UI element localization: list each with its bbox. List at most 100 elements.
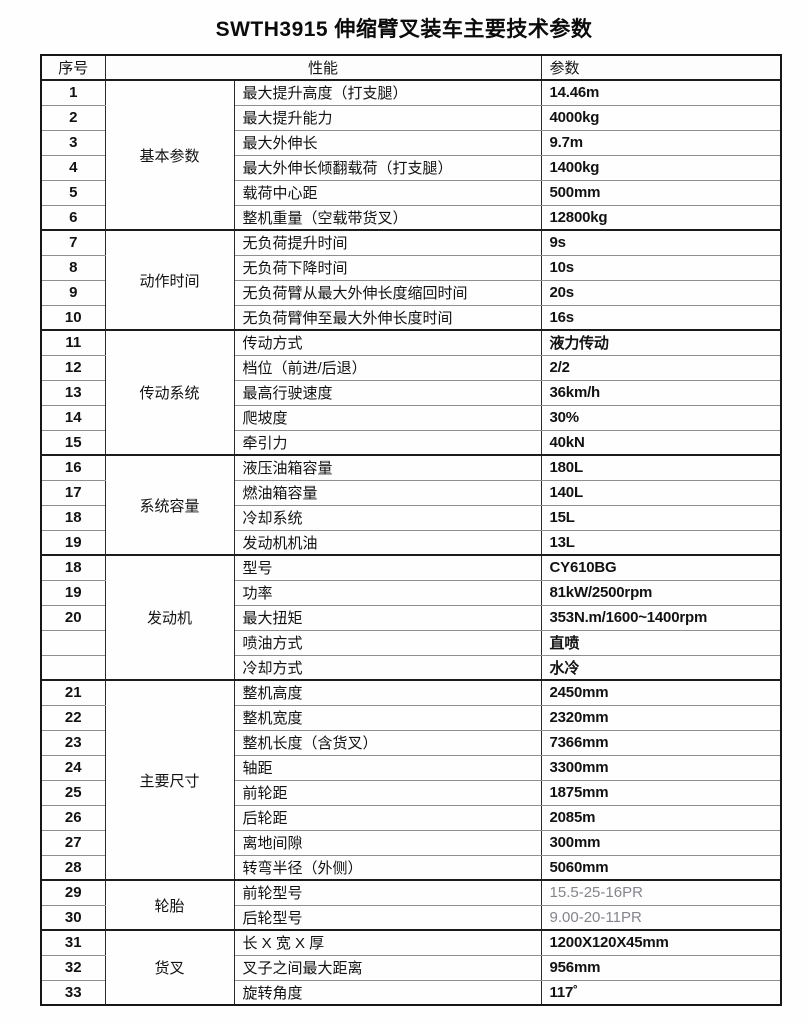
category-cell: 动作时间	[104, 229, 235, 331]
table-row: 32 叉子之间最大距离 956mm	[40, 954, 782, 981]
property-cell: 前轮距	[233, 779, 542, 806]
row-number-cell: 25	[40, 779, 106, 806]
row-number-cell: 14	[40, 404, 106, 431]
table-row: 23 整机长度（含货叉） 7366mm	[40, 729, 782, 756]
page-title: SWTH3915 伸缩臂叉装车主要技术参数	[215, 18, 593, 41]
value-cell: 16s	[540, 304, 782, 331]
row-number-cell: 11	[40, 329, 106, 356]
property-cell: 无负荷臂伸至最大外伸长度时间	[233, 304, 542, 331]
table-row: 6 整机重量（空载带货叉） 12800kg	[40, 204, 782, 231]
row-number-cell: 6	[40, 204, 106, 231]
property-cell: 无负荷提升时间	[233, 229, 542, 256]
table-row: 29 轮胎 前轮型号 15.5-25-16PR	[40, 879, 782, 931]
row-number-cell: 13	[40, 379, 106, 406]
row-number-cell: 1	[40, 79, 106, 106]
row-number-cell: 19	[40, 579, 106, 606]
row-number-cell: 18	[40, 554, 106, 581]
header-parameter: 参数	[540, 55, 782, 81]
property-cell: 型号	[233, 554, 542, 581]
value-cell: 2450mm	[540, 679, 782, 706]
category-cell: 传动系统	[104, 329, 235, 456]
table-row: 5 载荷中心距 500mm	[40, 179, 782, 206]
value-cell: 81kW/2500rpm	[540, 579, 782, 606]
value-cell: 353N.m/1600~1400rpm	[540, 604, 782, 631]
row-number-cell	[40, 654, 106, 681]
property-cell: 液压油箱容量	[233, 454, 542, 481]
property-cell: 冷却系统	[233, 504, 542, 531]
property-cell: 最大提升能力	[233, 104, 542, 131]
value-cell: 3300mm	[540, 754, 782, 781]
row-number-cell: 16	[40, 454, 106, 481]
category-cell: 轮胎	[104, 879, 235, 931]
value-cell: 2085m	[540, 804, 782, 831]
property-cell: 最大扭矩	[233, 604, 542, 631]
property-cell: 冷却方式	[233, 654, 542, 681]
property-cell: 最大提升高度（打支腿）	[233, 79, 542, 106]
row-number-cell: 8	[40, 254, 106, 281]
value-cell: 956mm	[540, 954, 782, 981]
table-row: 20 最大扭矩 353N.m/1600~1400rpm	[40, 604, 782, 631]
value-cell: 直喷	[540, 629, 782, 656]
property-cell: 档位（前进/后退）	[233, 354, 542, 381]
category-cell: 主要尺寸	[104, 679, 235, 881]
table-row: 3 最大外伸长 9.7m	[40, 129, 782, 156]
row-number-cell: 12	[40, 354, 106, 381]
row-number-cell: 26	[40, 804, 106, 831]
property-cell: 后轮距	[233, 804, 542, 831]
property-cell: 最大外伸长倾翻载荷（打支腿）	[233, 154, 542, 181]
value-cell: 117˚	[540, 979, 782, 1006]
table-row: 1 基本参数 最大提升高度（打支腿） 14.46m	[40, 79, 782, 231]
value-cell: 500mm	[540, 179, 782, 206]
category-cell: 基本参数	[104, 79, 235, 231]
value-cell: CY610BG	[540, 554, 782, 581]
spec-table-body: 1 基本参数 最大提升高度（打支腿） 14.46m 2 最大提升能力 4000kg 3 最大外伸…	[40, 79, 782, 1006]
table-row: 24 轴距 3300mm	[40, 754, 782, 781]
value-cell: 20s	[540, 279, 782, 306]
value-cell: 14.46m	[540, 79, 782, 106]
category-cell: 发动机	[104, 554, 235, 681]
property-cell: 前轮型号	[233, 879, 542, 906]
property-cell: 整机重量（空载带货叉）	[233, 204, 542, 231]
row-number-cell: 19	[40, 529, 106, 556]
row-number-cell: 2	[40, 104, 106, 131]
table-row: 26 后轮距 2085m	[40, 804, 782, 831]
row-number-cell: 5	[40, 179, 106, 206]
row-number-cell: 7	[40, 229, 106, 256]
property-cell: 功率	[233, 579, 542, 606]
row-number-cell: 4	[40, 154, 106, 181]
row-number-cell: 3	[40, 129, 106, 156]
table-row: 16 系统容量 液压油箱容量 180L	[40, 454, 782, 556]
table-row: 11 传动系统 传动方式 液力传动	[40, 329, 782, 456]
table-row: 19 发动机机油 13L	[40, 529, 782, 556]
property-cell: 无负荷臂从最大外伸长度缩回时间	[233, 279, 542, 306]
value-cell: 13L	[540, 529, 782, 556]
value-cell: 4000kg	[540, 104, 782, 131]
property-cell: 叉子之间最大距离	[233, 954, 542, 981]
row-number-cell: 20	[40, 604, 106, 631]
category-cell: 货叉	[104, 929, 235, 1006]
row-number-cell: 21	[40, 679, 106, 706]
value-cell: 液力传动	[540, 329, 782, 356]
row-number-cell: 15	[40, 429, 106, 456]
property-cell: 传动方式	[233, 329, 542, 356]
value-cell: 40kN	[540, 429, 782, 456]
value-cell: 2/2	[540, 354, 782, 381]
row-number-cell: 27	[40, 829, 106, 856]
table-row: 22 整机宽度 2320mm	[40, 704, 782, 731]
property-cell: 整机长度（含货叉）	[233, 729, 542, 756]
property-cell: 发动机机油	[233, 529, 542, 556]
value-cell: 2320mm	[540, 704, 782, 731]
table-row: 33 旋转角度 117˚	[40, 979, 782, 1006]
table-row: 27 离地间隙 300mm	[40, 829, 782, 856]
row-number-cell: 17	[40, 479, 106, 506]
value-cell: 180L	[540, 454, 782, 481]
value-cell: 36km/h	[540, 379, 782, 406]
value-cell: 140L	[540, 479, 782, 506]
value-cell: 9.00-20-11PR	[540, 904, 782, 931]
table-row: 25 前轮距 1875mm	[40, 779, 782, 806]
value-cell: 9.7m	[540, 129, 782, 156]
property-cell: 最高行驶速度	[233, 379, 542, 406]
property-cell: 整机高度	[233, 679, 542, 706]
value-cell: 12800kg	[540, 204, 782, 231]
property-cell: 爬坡度	[233, 404, 542, 431]
